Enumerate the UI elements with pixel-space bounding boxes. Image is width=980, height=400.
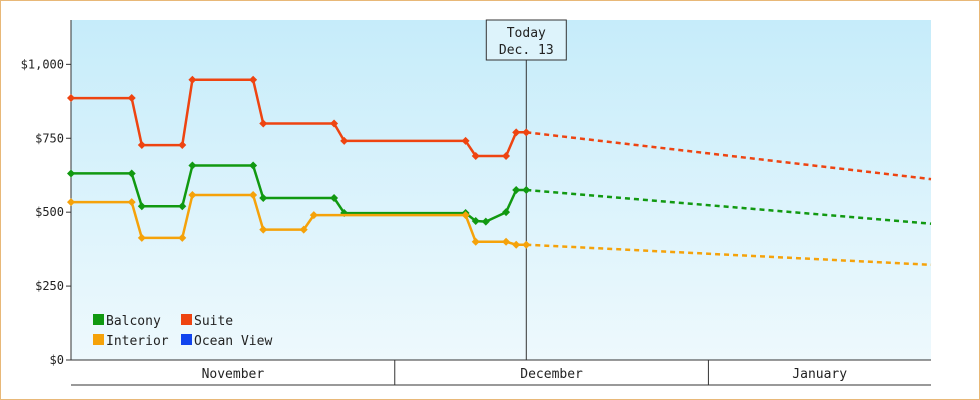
data-point-balcony — [330, 193, 339, 202]
data-point-interior — [471, 237, 480, 246]
legend-swatch — [181, 314, 192, 325]
data-point-interior — [67, 198, 75, 207]
month-label: November — [202, 367, 265, 382]
data-point-balcony — [502, 208, 511, 217]
data-point-interior — [137, 233, 146, 242]
legend-label: Suite — [194, 314, 233, 329]
series-line-suite — [71, 78, 527, 158]
today-box — [485, 19, 567, 61]
data-point-interior — [461, 211, 470, 220]
data-point-suite — [330, 119, 339, 128]
data-point-interior — [512, 240, 521, 249]
data-point-balcony — [188, 161, 197, 170]
data-point-suite — [340, 136, 349, 145]
data-point-balcony — [137, 202, 146, 211]
data-point-interior — [259, 225, 268, 234]
legend-label: Balcony — [106, 314, 161, 329]
data-point-suite — [127, 94, 136, 103]
y-tick-label: $1,000 — [21, 57, 64, 71]
data-point-balcony — [512, 186, 521, 194]
data-point-suite — [259, 119, 268, 128]
forecast-line-balcony — [526, 188, 932, 225]
legend-swatch — [93, 334, 104, 345]
legend-swatch — [93, 314, 104, 325]
data-point-suite — [522, 128, 531, 137]
y-tick-label: $750 — [35, 131, 64, 145]
data-point-balcony — [522, 186, 531, 194]
data-point-balcony — [259, 193, 268, 202]
data-point-suite — [512, 128, 521, 137]
plot-background — [71, 20, 931, 360]
y-tick-label: $500 — [35, 205, 64, 219]
data-point-balcony — [67, 169, 75, 178]
month-label: December — [520, 367, 583, 382]
data-point-suite — [461, 136, 470, 145]
y-tick-label: $0 — [50, 353, 64, 367]
forecast-line-suite — [526, 131, 932, 181]
y-tick-label: $250 — [35, 279, 64, 293]
legend-label: Interior — [106, 334, 169, 349]
data-point-balcony — [127, 169, 136, 178]
data-point-suite — [471, 152, 480, 160]
today-date: Dec. 13 — [499, 43, 554, 58]
data-point-suite — [67, 94, 75, 103]
month-label: January — [792, 367, 847, 382]
forecast-line-interior — [526, 243, 932, 267]
data-point-balcony — [178, 202, 187, 211]
data-point-balcony — [249, 161, 258, 170]
data-point-suite — [137, 141, 146, 150]
data-point-interior — [188, 191, 197, 200]
data-point-interior — [309, 211, 318, 220]
data-point-interior — [522, 240, 531, 249]
data-point-balcony — [481, 217, 490, 226]
data-point-suite — [249, 75, 258, 84]
legend-swatch — [181, 334, 192, 345]
series-line-interior — [71, 193, 527, 246]
today-title: Today — [507, 26, 546, 41]
data-point-suite — [178, 141, 187, 150]
data-point-suite — [188, 75, 197, 84]
legend-label: Ocean View — [194, 334, 272, 349]
data-point-interior — [502, 237, 511, 246]
data-point-interior — [249, 191, 258, 200]
data-point-interior — [127, 198, 136, 207]
data-point-balcony — [471, 217, 480, 226]
data-point-interior — [299, 225, 308, 234]
data-point-interior — [178, 233, 187, 242]
data-point-suite — [502, 152, 511, 160]
